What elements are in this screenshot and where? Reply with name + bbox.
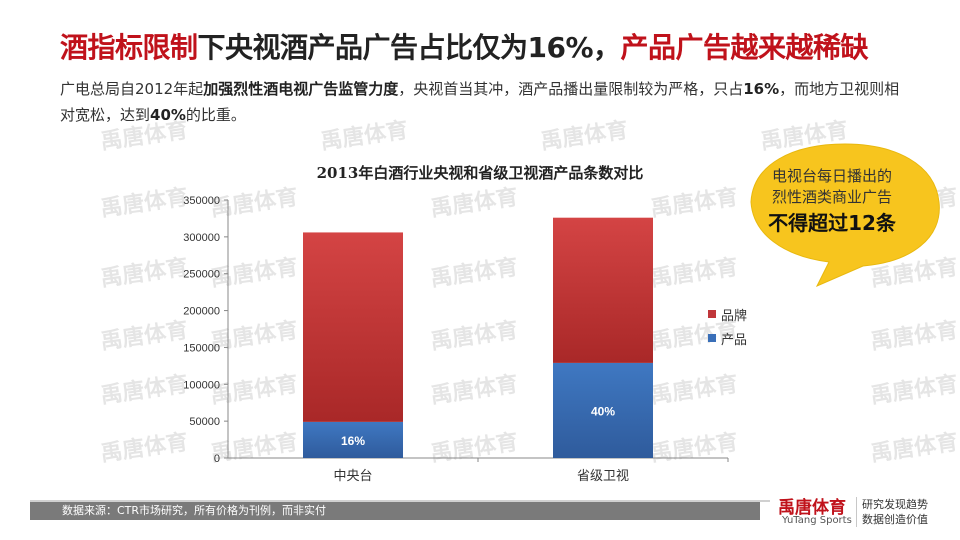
y-tick-label: 350000 [183,195,220,207]
intro-text-3: ，而地方卫视则相对宽松，达到 [60,80,900,124]
footer-divider [30,500,770,502]
y-tick-label: 100000 [183,379,220,391]
brand-separator [856,497,857,527]
intro-text-4: 的比重。 [185,106,246,124]
footer-source-bar: 数据来源：CTR市场研究，所有价格为刊例，而非实付 [30,502,760,520]
legend-swatch-product [708,334,716,342]
bar-data-label: 16% [341,434,365,448]
y-tick-label: 50000 [189,416,220,428]
x-tick-label: 中央台 [333,469,372,484]
legend-label-product: 产品 [721,332,748,348]
y-tick-label: 200000 [183,306,220,318]
page-title: 酒指标限制下央视酒产品广告占比仅为16%，产品广告越来越稀缺 [60,26,869,66]
title-highlight-2: 产品广告越来越稀缺 [620,31,869,64]
callout-text: 电视台每日播出的 烈性酒类商业广告 不得超过12条 [748,166,916,237]
x-tick-label: 省级卫视 [577,469,629,484]
legend-item-brand: 品牌 [708,302,747,326]
brand-slogan: 研究发现趋势 数据创造价值 [862,497,928,527]
chart-title: 2013年白酒行业央视和省级卫视酒产品条数对比 [316,164,644,182]
callout-line-3: 不得超过12条 [768,211,896,235]
slogan-line-1: 研究发现趋势 [862,498,928,511]
callout-shape [750,143,940,288]
brand-logo: 禹唐体育 [778,498,846,518]
y-tick-label: 150000 [183,342,220,354]
chart-legend: 品牌 产品 [708,302,747,350]
bar-segment-product [303,421,403,458]
y-tick-label: 300000 [183,232,220,244]
bar-segment-product [553,362,653,458]
intro-paragraph: 广电总局自2012年起加强烈性酒电视广告监管力度，央视首当其冲，酒产品播出量限制… [60,76,910,128]
title-highlight-1: 酒指标限制 [60,31,198,64]
legend-swatch-brand [708,310,716,318]
intro-text-1: 广电总局自2012年起 [60,80,204,98]
intro-bold-3: 40% [150,106,186,124]
callout-line-1: 电视台每日播出的 [771,167,892,185]
y-tick-label: 250000 [183,269,220,281]
callout-bubble [750,143,940,288]
y-tick-label: 0 [214,453,220,465]
legend-label-brand: 品牌 [721,308,748,324]
bar-data-label: 40% [591,404,615,418]
intro-bold-2: 16% [743,80,780,98]
slogan-line-2: 数据创造价值 [862,513,928,526]
intro-bold-1: 加强烈性酒电视广告监管力度 [203,80,399,98]
intro-text-2: ，央视首当其冲，酒产品播出量限制较为严格，只占 [398,80,744,98]
brand-english: YuTang Sports [782,515,852,526]
title-main: 下央视酒产品广告占比仅为16%， [197,31,622,64]
callout-line-2: 烈性酒类商业广告 [771,188,892,206]
bar-segment-brand [553,217,653,363]
bar-segment-brand [303,232,403,422]
legend-item-product: 产品 [708,326,747,350]
